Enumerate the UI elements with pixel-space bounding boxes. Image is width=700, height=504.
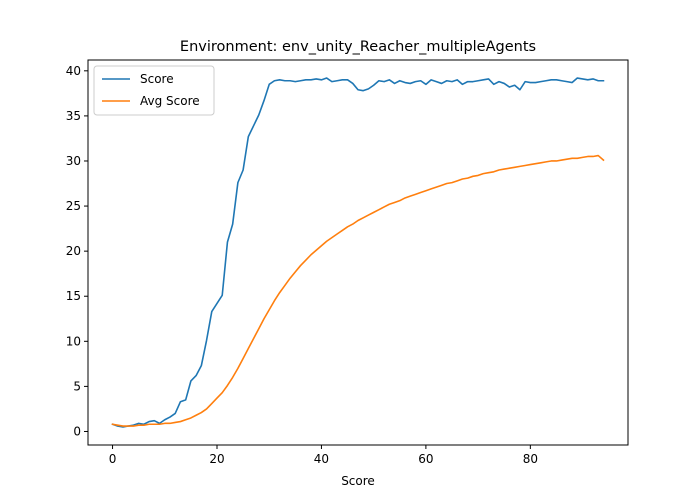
x-tick-label: 0 [109,452,117,466]
x-tick-label: 80 [523,452,538,466]
y-tick-label: 35 [66,109,81,123]
x-axis-label: Score [341,474,375,488]
y-tick-label: 10 [66,334,81,348]
y-axis: 0 5 10 15 20 25 30 35 40 [66,64,88,438]
y-tick-label: 5 [73,379,81,393]
plot-area [88,60,628,445]
y-tick-label: 30 [66,154,81,168]
series-layer [111,77,605,428]
plot-frame [87,59,629,446]
legend-label: Avg Score [140,94,200,108]
legend-label: Score [140,72,174,86]
y-tick-label: 20 [66,244,81,258]
y-tick-label: 15 [66,289,81,303]
series-line-1 [111,154,605,427]
y-tick-label: 0 [73,424,81,438]
x-tick-label: 20 [209,452,224,466]
series-line-0 [111,77,605,428]
x-tick-label: 60 [418,452,433,466]
x-axis: 0 20 40 60 80 [109,445,538,466]
y-tick-label: 25 [66,199,81,213]
x-tick-label: 40 [314,452,329,466]
chart-title: Environment: env_unity_Reacher_multipleA… [180,39,536,55]
legend: Score Avg Score [93,65,215,116]
y-tick-label: 40 [66,64,81,78]
